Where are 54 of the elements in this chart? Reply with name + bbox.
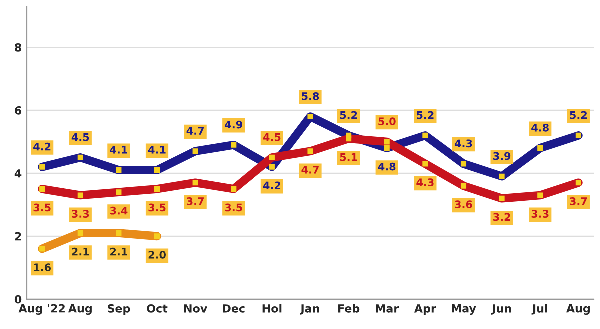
data-label: 3.2 xyxy=(494,213,510,222)
data-label: 4.2 xyxy=(263,182,281,190)
x-tick-label: Aug xyxy=(566,304,590,316)
x-tick-label: Apr xyxy=(414,304,436,316)
data-label: 3.9 xyxy=(494,152,511,160)
data-label: 1.6 xyxy=(34,264,51,272)
data-label: 4.5 xyxy=(72,134,90,142)
y-tick-label: 2 xyxy=(15,232,22,241)
data-label: 4.2 xyxy=(34,142,51,151)
x-tick-label: Oct xyxy=(147,304,168,313)
data-label: 4.1 xyxy=(148,146,166,154)
y-tick-label: 4 xyxy=(14,170,22,178)
data-label: 4.7 xyxy=(302,166,319,174)
data-label: 3.5 xyxy=(148,204,166,212)
data-label: 5.1 xyxy=(340,154,358,162)
x-tick-label: Sep xyxy=(108,304,130,316)
data-label: 4.8 xyxy=(378,162,396,171)
data-label: 2.0 xyxy=(148,251,166,259)
x-tick-label: Jul xyxy=(532,304,548,315)
data-label: 5.8 xyxy=(302,92,320,100)
data-label: 2.1 xyxy=(110,248,128,256)
data-label: 3.5 xyxy=(225,204,242,212)
data-label: 5.2 xyxy=(417,111,434,120)
data-label: 4.3 xyxy=(454,140,472,148)
data-label: 5.2 xyxy=(340,111,358,120)
data-label: 4.1 xyxy=(110,146,128,154)
data-label: 3.6 xyxy=(455,200,472,209)
data-label: 5.0 xyxy=(378,118,396,126)
data-label: 3.3 xyxy=(532,210,549,218)
x-tick-label: Jan xyxy=(300,304,320,315)
data-label: 3.3 xyxy=(72,210,90,218)
data-label: 4.7 xyxy=(186,127,204,135)
x-tick-label: Hol xyxy=(262,304,282,313)
data-label: 4.5 xyxy=(263,134,281,142)
x-tick-label: May xyxy=(452,304,476,316)
data-label: 3.5 xyxy=(34,204,51,212)
data-label: 3.7 xyxy=(187,197,204,206)
data-label: 3.4 xyxy=(110,206,128,215)
data-label: 4.3 xyxy=(416,178,434,186)
data-label: 4.8 xyxy=(532,124,549,132)
x-tick-label: Feb xyxy=(338,304,360,313)
data-label: 4.9 xyxy=(225,120,242,129)
x-tick-label: Nov xyxy=(184,304,208,313)
x-tick-label: Aug '22 xyxy=(18,304,65,316)
y-tick-label: 0 xyxy=(14,295,22,304)
data-label: 5.2 xyxy=(570,111,587,120)
data-label: 3.7 xyxy=(570,197,588,206)
x-tick-label: Jun xyxy=(491,304,512,315)
x-tick-label: Mar xyxy=(376,304,400,313)
x-tick-label: Dec xyxy=(223,304,245,313)
y-tick-label: 8 xyxy=(15,43,22,52)
x-tick-label: Aug xyxy=(68,304,92,316)
y-tick-label: 6 xyxy=(15,106,22,115)
data-label: 2.1 xyxy=(72,248,90,256)
